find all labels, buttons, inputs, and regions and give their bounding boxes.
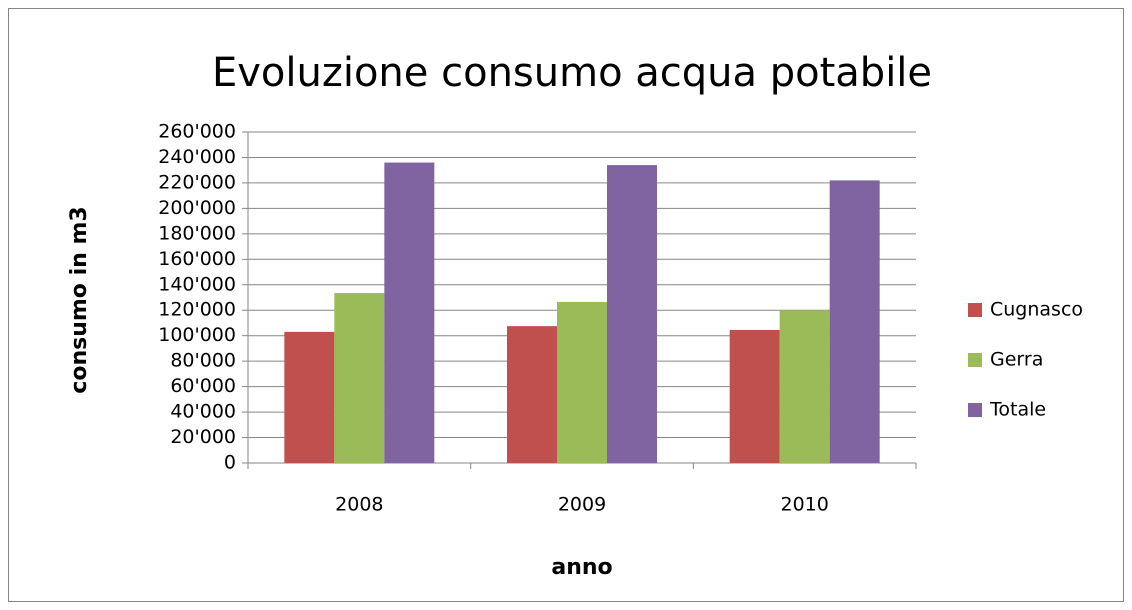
y-tick-label: 200'000 (158, 197, 236, 219)
y-tick-label: 160'000 (158, 248, 236, 270)
legend-swatch (968, 303, 982, 317)
y-tick-label: 180'000 (158, 222, 236, 244)
bar (507, 326, 557, 463)
bar (334, 293, 385, 463)
legend-label: Gerra (990, 349, 1043, 371)
y-tick-label: 260'000 (158, 121, 236, 143)
legend-label: Cugnasco (990, 299, 1083, 321)
y-tick-label: 100'000 (158, 324, 236, 346)
y-tick-label: 40'000 (170, 401, 236, 423)
bar (829, 180, 880, 463)
legend-swatch (968, 403, 982, 417)
y-tick-label: 20'000 (170, 426, 236, 448)
bar (557, 301, 607, 463)
bar (779, 310, 830, 463)
y-tick-label: 220'000 (158, 171, 236, 193)
chart-title: Evoluzione consumo acqua potabile (212, 50, 932, 96)
y-tick-label: 140'000 (158, 273, 236, 295)
y-tick-label: 0 (224, 452, 236, 474)
bar (607, 165, 657, 463)
bar (729, 329, 780, 463)
x-tick-label: 2009 (558, 494, 606, 516)
bar (284, 331, 335, 463)
y-tick-label: 240'000 (158, 146, 236, 168)
y-tick-label: 80'000 (170, 350, 236, 372)
bar (384, 162, 435, 464)
x-axis-label: anno (551, 555, 612, 580)
y-tick-label: 60'000 (170, 375, 236, 397)
legend-label: Totale (989, 399, 1046, 421)
y-axis-label: consumo in m3 (67, 206, 92, 393)
legend-swatch (968, 353, 982, 367)
y-tick-label: 120'000 (158, 299, 236, 321)
x-tick-label: 2010 (780, 494, 828, 516)
x-tick-label: 2008 (335, 494, 383, 516)
